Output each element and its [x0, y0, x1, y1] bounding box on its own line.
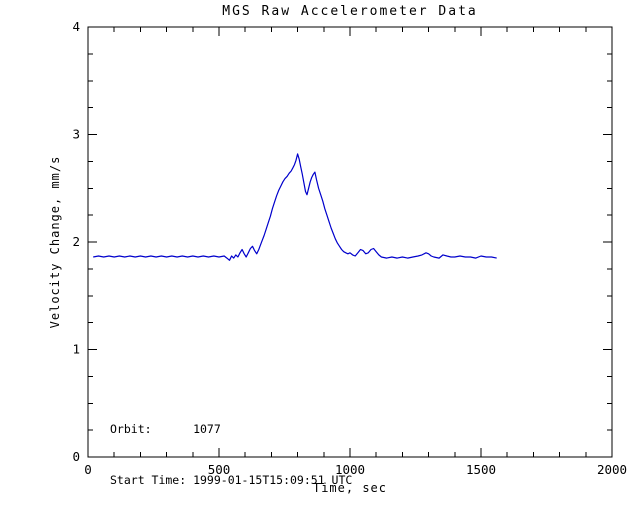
- chart-title: MGS Raw Accelerometer Data: [222, 4, 478, 19]
- annotation-orbit: Orbit: 1077: [110, 422, 221, 436]
- y-tick-label: 2: [72, 234, 80, 249]
- x-axis-label: Time, sec: [312, 481, 388, 495]
- annotation-block: Orbit: 1077 Start Time: 1999-01-15T15:09…: [110, 387, 352, 512]
- data-line: [93, 153, 497, 261]
- x-tick-label: 1000: [335, 462, 365, 477]
- y-axis-label: Velocity Change, mm/s: [48, 155, 62, 329]
- y-tick-label: 3: [72, 127, 80, 142]
- annotation-start-time: Start Time: 1999-01-15T15:09:51 UTC: [110, 473, 353, 487]
- x-tick-label: 1500: [466, 462, 496, 477]
- x-tick-label: 500: [208, 462, 231, 477]
- y-tick-label: 4: [72, 19, 80, 34]
- y-tick-label: 1: [72, 342, 80, 357]
- x-tick-label: 0: [84, 462, 92, 477]
- y-tick-label: 0: [72, 449, 80, 464]
- x-tick-label: 2000: [597, 462, 627, 477]
